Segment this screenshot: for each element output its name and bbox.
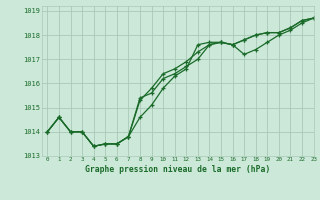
X-axis label: Graphe pression niveau de la mer (hPa): Graphe pression niveau de la mer (hPa) (85, 165, 270, 174)
